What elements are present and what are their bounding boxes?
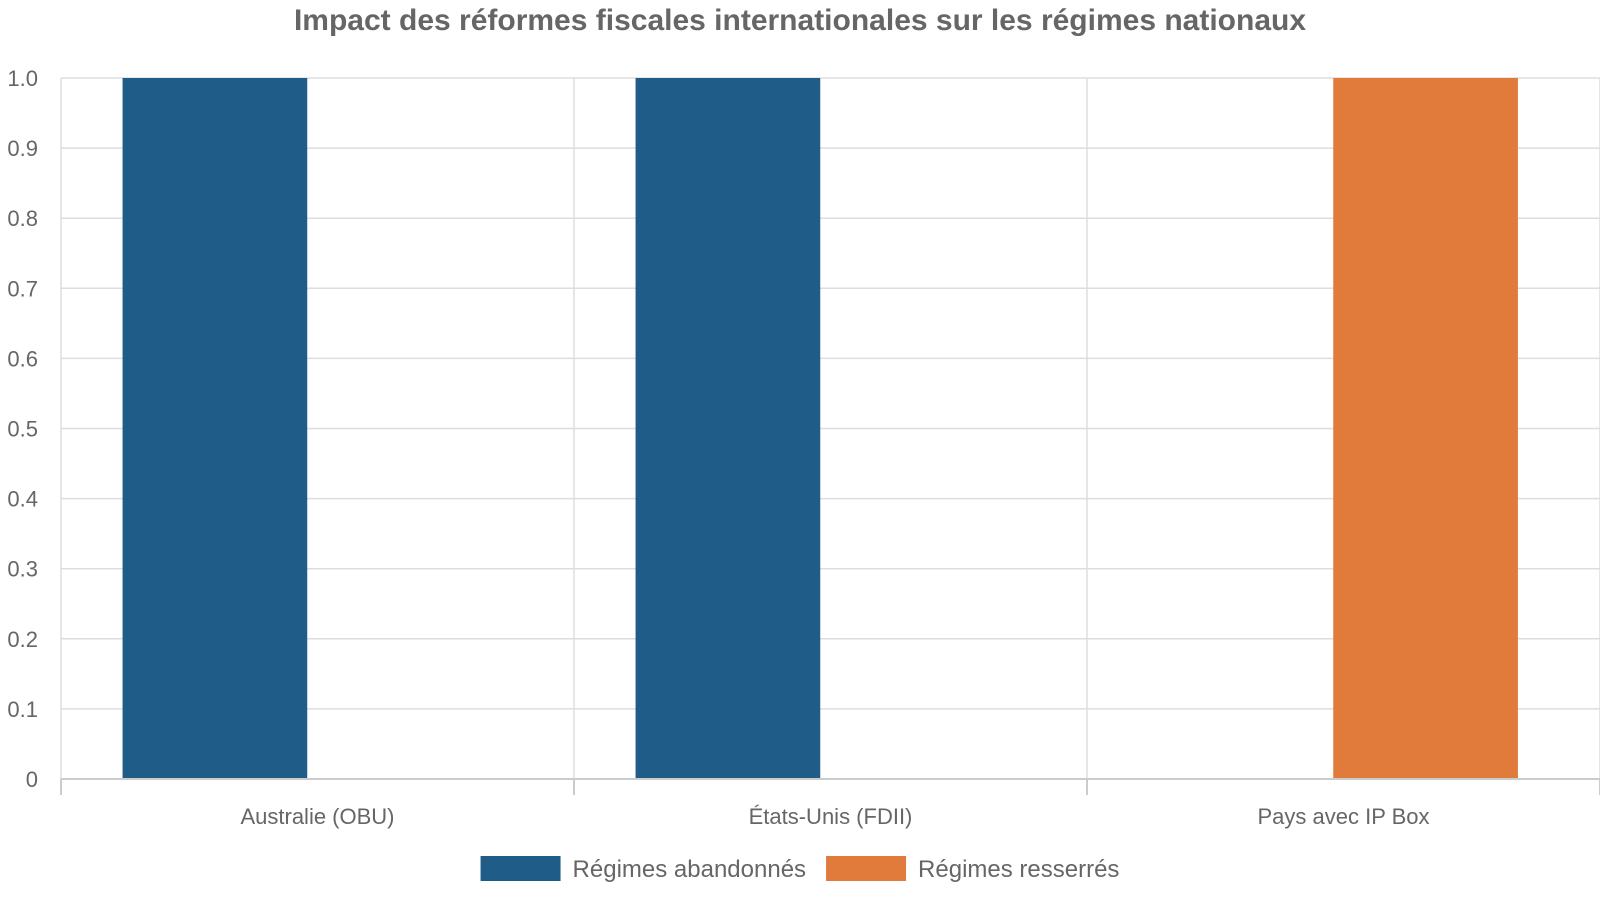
y-tick-label: 1.0 <box>7 66 38 91</box>
y-tick-label: 0.8 <box>7 206 38 231</box>
x-tick-label: Pays avec IP Box <box>1257 804 1429 829</box>
chart-title: Impact des réformes fiscales internation… <box>294 4 1306 37</box>
y-tick-label: 0.2 <box>7 627 38 652</box>
legend-label: Régimes resserrés <box>918 856 1119 883</box>
y-tick-label: 0.6 <box>7 346 38 371</box>
legend-label: Régimes abandonnés <box>573 856 807 883</box>
y-tick-label: 0.1 <box>7 697 38 722</box>
legend-swatch <box>480 856 561 881</box>
y-tick-label: 0.4 <box>7 487 38 512</box>
y-tick-label: 0.9 <box>7 136 38 161</box>
y-tick-label: 0 <box>26 767 38 792</box>
axes <box>60 778 1600 795</box>
y-tick-label: 0.7 <box>7 276 38 301</box>
bars <box>122 78 1518 779</box>
bar <box>122 78 308 779</box>
x-tick-label: États-Unis (FDII) <box>749 804 913 829</box>
bar <box>1333 78 1518 779</box>
x-axis-ticks: Australie (OBU) États-Unis (FDII) Pays ave… <box>240 804 1429 829</box>
y-tick-label: 0.3 <box>7 557 38 582</box>
bar <box>635 78 821 779</box>
y-tick-label: 0.5 <box>7 417 38 442</box>
legend-swatch <box>826 856 907 881</box>
y-axis-ticks: 0 0.1 0.2 0.3 0.4 0.5 0.6 0.7 0.8 0.9 1.0 <box>7 66 38 792</box>
x-tick-label: Australie (OBU) <box>240 804 394 829</box>
legend: Régimes abandonnés Régimes resserrés <box>480 856 1119 883</box>
